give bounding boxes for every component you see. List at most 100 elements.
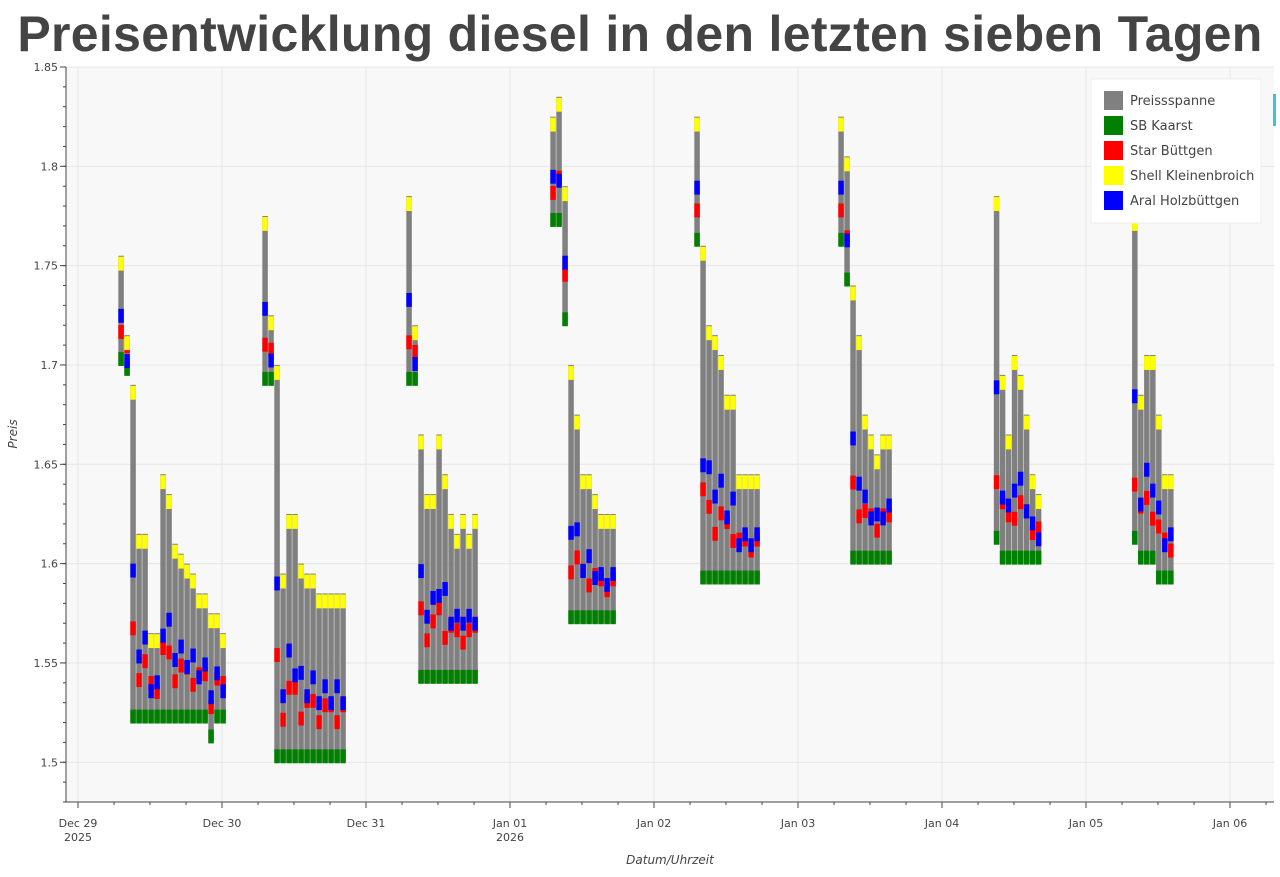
star-buettgen-marker — [856, 509, 862, 524]
star-buettgen-marker — [412, 344, 418, 359]
shell-kleinenbroich-marker — [550, 117, 556, 132]
aral-holzbuettgen-marker — [172, 653, 178, 667]
shell-kleinenbroich-marker — [856, 336, 862, 351]
star-buettgen-marker — [562, 267, 568, 282]
sb-kaarst-marker — [838, 232, 844, 247]
sb-kaarst-marker — [856, 550, 862, 565]
price-range-bar — [340, 593, 346, 763]
sb-kaarst-marker — [286, 749, 292, 764]
star-buettgen-marker — [424, 633, 430, 648]
star-buettgen-marker — [1132, 477, 1138, 492]
sb-kaarst-marker — [424, 669, 430, 684]
aral-holzbuettgen-marker — [754, 527, 760, 542]
x-tick-label: Jan 05 — [1068, 817, 1103, 830]
shell-kleinenbroich-marker — [142, 534, 148, 549]
legend-label: Shell Kleinenbroich — [1130, 169, 1254, 184]
sb-kaarst-marker — [1132, 530, 1138, 545]
shell-kleinenbroich-marker — [999, 375, 1006, 390]
star-buettgen-marker — [993, 475, 1000, 490]
star-buettgen-marker — [142, 654, 148, 669]
sb-kaarst-marker — [1144, 550, 1150, 565]
price-range-bar — [856, 335, 862, 564]
sb-kaarst-marker — [178, 709, 184, 724]
star-buettgen-marker — [694, 203, 700, 218]
star-buettgen-marker — [850, 475, 856, 490]
price-range-bar — [160, 474, 166, 723]
legend-label: Star Büttgen — [1130, 144, 1213, 159]
sb-kaarst-marker — [754, 570, 760, 585]
toolbar-edge — [1273, 94, 1276, 126]
sb-kaarst-marker — [598, 610, 604, 625]
sb-kaarst-marker — [580, 610, 586, 625]
price-range-bar — [574, 414, 580, 624]
legend-label: SB Kaarst — [1130, 119, 1193, 134]
aral-holzbuettgen-marker — [220, 684, 226, 699]
sb-kaarst-marker — [166, 709, 172, 724]
aral-holzbuettgen-marker — [442, 581, 448, 596]
shell-kleinenbroich-marker — [466, 534, 472, 549]
sb-kaarst-marker — [568, 610, 574, 625]
shell-kleinenbroich-marker — [724, 395, 730, 410]
price-range-bar — [142, 533, 148, 723]
price-range-bar — [460, 513, 466, 683]
shell-kleinenbroich-marker — [568, 365, 574, 380]
aral-holzbuettgen-marker — [586, 549, 592, 564]
legend-label: Preissspanne — [1130, 94, 1215, 109]
price-range-bar — [466, 533, 472, 683]
price-range-bar — [862, 414, 868, 564]
x-tick-label: Jan 02 — [636, 817, 671, 830]
shell-kleinenbroich-marker — [868, 435, 874, 450]
shell-kleinenbroich-marker — [202, 594, 208, 609]
aral-holzbuettgen-marker — [178, 639, 184, 654]
price-range-bar — [406, 196, 412, 385]
sb-kaarst-marker — [1156, 570, 1162, 585]
star-buettgen-marker — [1005, 508, 1012, 523]
y-tick-label: 1.85 — [34, 61, 59, 74]
aral-holzbuettgen-marker — [208, 690, 214, 705]
price-range-bar — [262, 215, 268, 385]
aral-holzbuettgen-marker — [700, 458, 706, 473]
star-buettgen-marker — [1156, 519, 1162, 534]
price-range-bar — [1162, 474, 1168, 584]
price-range-bar — [586, 474, 592, 624]
shell-kleinenbroich-marker — [328, 594, 334, 609]
price-range-bar — [880, 434, 886, 564]
x-tick-label: Dec 30 — [203, 817, 242, 830]
sb-kaarst-marker — [874, 550, 880, 565]
shell-kleinenbroich-marker — [712, 336, 718, 351]
aral-holzbuettgen-marker — [196, 670, 202, 685]
shell-kleinenbroich-marker — [592, 495, 598, 509]
aral-holzbuettgen-marker — [1023, 504, 1030, 519]
sb-kaarst-marker — [724, 570, 730, 585]
aral-holzbuettgen-marker — [424, 609, 430, 624]
data-bars — [118, 96, 1174, 764]
price-range-bar — [993, 196, 1000, 544]
sb-kaarst-marker — [322, 749, 328, 764]
shell-kleinenbroich-marker — [190, 574, 196, 589]
price-range-bar — [592, 494, 598, 624]
price-range-bar — [706, 325, 712, 584]
sb-kaarst-marker — [172, 709, 178, 724]
aral-holzbuettgen-marker — [1150, 483, 1156, 498]
aral-holzbuettgen-marker — [436, 588, 442, 603]
star-buettgen-marker — [418, 601, 424, 616]
shell-kleinenbroich-marker — [1005, 435, 1012, 450]
star-buettgen-marker — [178, 658, 184, 673]
star-buettgen-marker — [436, 601, 442, 616]
star-buettgen-marker — [430, 614, 436, 629]
aral-holzbuettgen-marker — [724, 510, 730, 525]
aral-holzbuettgen-marker — [862, 489, 868, 504]
star-buettgen-marker — [568, 565, 574, 580]
price-range-bar — [274, 364, 280, 763]
price-range-bar — [316, 593, 322, 763]
aral-holzbuettgen-marker — [418, 564, 424, 579]
aral-holzbuettgen-marker — [262, 301, 268, 316]
aral-holzbuettgen-marker — [1029, 516, 1036, 531]
aral-holzbuettgen-marker — [1017, 471, 1024, 486]
star-buettgen-marker — [286, 680, 292, 695]
y-tick-label: 1.5 — [41, 756, 59, 769]
shell-kleinenbroich-marker — [1132, 216, 1138, 231]
sb-kaarst-marker — [886, 550, 892, 565]
shell-kleinenbroich-marker — [316, 594, 322, 609]
